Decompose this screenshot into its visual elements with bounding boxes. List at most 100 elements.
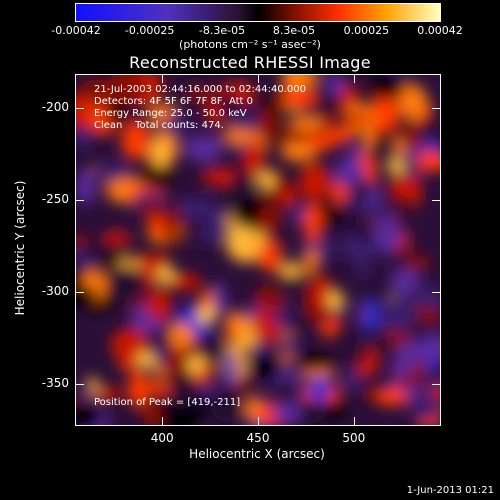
colorbar-tick: 0.00025	[343, 24, 390, 37]
colorbar-tick: -0.00025	[124, 24, 175, 37]
x-tick-label: 500	[342, 431, 366, 445]
colorbar-tick: 8.3e-05	[272, 24, 316, 37]
heatmap-blob	[225, 310, 246, 343]
heatmap-blob	[301, 367, 335, 381]
heatmap-blob	[354, 337, 368, 364]
heatmap-blob	[401, 125, 421, 152]
heatmap-blob	[292, 75, 319, 86]
heatmap-blob	[81, 385, 96, 406]
heatmap-bright-core	[187, 356, 205, 374]
heatmap-blob	[278, 261, 304, 277]
heatmap-blob	[148, 213, 166, 237]
heatmap-blob	[340, 113, 371, 126]
heatmap-blob	[76, 169, 96, 205]
heatmap-blob	[250, 340, 273, 358]
y-tick-mark	[76, 200, 84, 202]
heatmap-blob	[333, 127, 354, 143]
heatmap-blob	[346, 146, 363, 162]
heatmap-blob	[163, 113, 189, 139]
heatmap-blob	[202, 167, 235, 186]
heatmap-blob	[256, 207, 282, 232]
heatmap-blob	[399, 83, 427, 121]
image-plot	[75, 74, 441, 426]
heatmap-blob	[333, 158, 365, 187]
heatmap-blob	[80, 79, 115, 96]
heatmap-blob	[341, 233, 360, 259]
y-tick-label: -300	[41, 284, 69, 299]
heatmap-blob	[228, 112, 264, 132]
heatmap-blob	[303, 202, 323, 243]
heatmap-blob	[153, 366, 166, 380]
heatmap-blob	[137, 382, 172, 396]
colorbar-tick: -8.3e-05	[198, 24, 246, 37]
heatmap-blob	[164, 210, 177, 250]
heatmap-blob	[298, 400, 327, 424]
heatmap-blob	[281, 336, 301, 357]
heatmap-blob	[310, 375, 330, 404]
info-time: 21-Jul-2003 02:44:16.000 to 02:44:40.000	[94, 84, 306, 95]
heatmap-blob	[362, 132, 376, 151]
heatmap-blob	[356, 300, 370, 327]
heatmap-blob	[143, 400, 161, 425]
heatmap-blob	[109, 75, 143, 105]
heatmap-blob	[376, 387, 408, 407]
info-energy: Energy Range: 25.0 - 50.0 keV	[94, 108, 247, 119]
heatmap-bright-core	[232, 226, 250, 244]
colorbar-tick: 0.00042	[417, 24, 463, 37]
heatmap-blob	[185, 88, 225, 102]
heatmap-blob	[108, 265, 147, 299]
colorbar-gradient	[76, 4, 440, 21]
y-tick-label: -200	[41, 100, 69, 115]
y-tick-label: -350	[41, 376, 69, 391]
heatmap-blob	[292, 207, 306, 223]
timestamp: 1-Jun-2013 01:21	[406, 485, 494, 496]
heatmap-blob	[184, 134, 223, 163]
heatmap-blob	[299, 161, 330, 202]
heatmap-blob	[388, 268, 421, 293]
heatmap-blob	[150, 138, 173, 168]
heatmap-blob	[340, 366, 363, 393]
heatmap-blob	[211, 389, 243, 423]
heatmap-blob	[102, 232, 131, 245]
heatmap-blob	[127, 104, 154, 128]
heatmap-blob	[212, 281, 226, 316]
heatmap-blob	[76, 125, 94, 148]
colorbar	[75, 3, 441, 22]
heatmap-blob	[146, 288, 172, 322]
y-axis-label: Heliocentric Y (arcsec)	[13, 180, 27, 316]
heatmap-blob	[408, 173, 422, 210]
heatmap-blob	[326, 75, 345, 97]
heatmap-blob	[169, 322, 194, 350]
heatmap-blob	[271, 400, 306, 425]
x-tick-mark	[258, 417, 259, 425]
x-tick-label: 450	[246, 431, 270, 445]
heatmap-blob	[198, 228, 225, 244]
heatmap-bright-core	[157, 266, 175, 284]
info-clean: Clean Total counts: 474.	[94, 120, 224, 131]
heatmap	[76, 75, 440, 425]
y-tick-mark	[76, 384, 84, 386]
heatmap-blob	[420, 285, 440, 311]
heatmap-bright-core	[137, 351, 155, 369]
heatmap-blob	[133, 253, 172, 268]
heatmap-blob	[76, 397, 102, 425]
heatmap-blob	[357, 244, 370, 280]
y-tick-mark	[432, 384, 440, 386]
heatmap-blob	[408, 393, 440, 421]
y-tick-mark	[432, 292, 440, 294]
heatmap-blob	[415, 151, 440, 172]
info-block: 21-Jul-2003 02:44:16.000 to 02:44:40.000…	[94, 84, 306, 132]
heatmap-blob	[280, 141, 317, 162]
x-tick-mark	[162, 417, 164, 425]
heatmap-blob	[251, 307, 273, 341]
heatmap-blob	[198, 335, 227, 364]
heatmap-blob	[257, 106, 279, 144]
heatmap-blob	[92, 162, 132, 182]
peak-position: Position of Peak = [419,-211]	[94, 397, 241, 408]
colorbar-tick: -0.00042	[51, 24, 101, 37]
heatmap-blob	[390, 358, 415, 376]
heatmap-blob	[362, 204, 396, 222]
y-tick-mark	[432, 108, 440, 110]
heatmap-blob	[370, 75, 409, 99]
heatmap-blob	[278, 273, 304, 294]
